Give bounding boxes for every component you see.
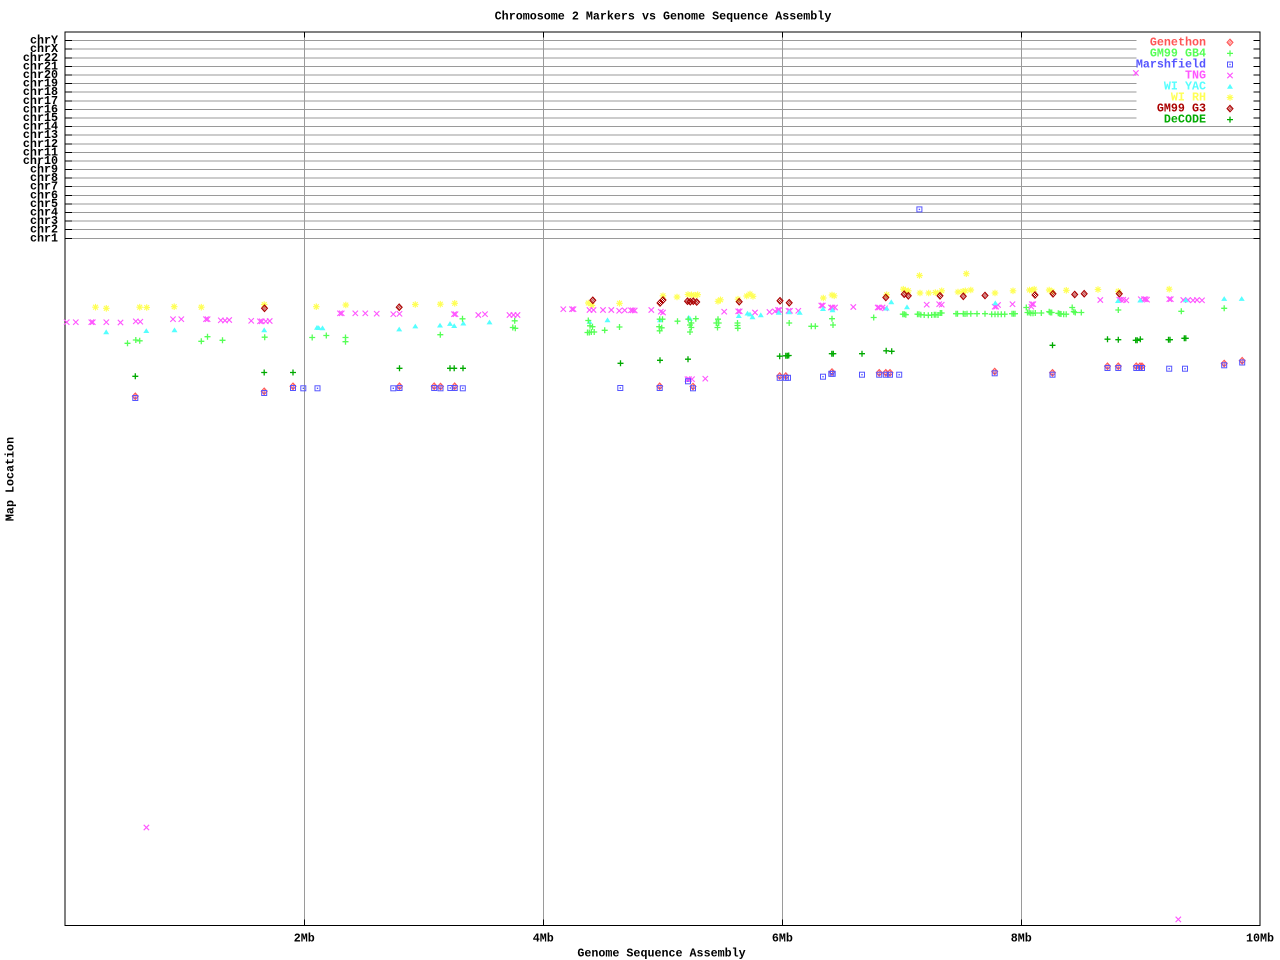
svg-text:chr10: chr10 bbox=[23, 154, 58, 168]
svg-text:chr3: chr3 bbox=[30, 214, 58, 228]
svg-text:chr21: chr21 bbox=[23, 59, 58, 73]
svg-text:8Mb: 8Mb bbox=[1011, 932, 1032, 946]
svg-text:chr20: chr20 bbox=[23, 68, 58, 82]
svg-text:Chromosome 2 Markers vs Genome: Chromosome 2 Markers vs Genome Sequence … bbox=[495, 10, 832, 24]
svg-text:chr18: chr18 bbox=[23, 85, 58, 99]
svg-text:chr19: chr19 bbox=[23, 77, 58, 91]
svg-text:chr11: chr11 bbox=[23, 145, 58, 159]
svg-text:chr22: chr22 bbox=[23, 51, 58, 65]
svg-text:chr1: chr1 bbox=[30, 231, 58, 245]
svg-text:chr8: chr8 bbox=[30, 171, 58, 185]
svg-text:chrX: chrX bbox=[30, 42, 59, 56]
svg-text:chr4: chr4 bbox=[30, 206, 58, 220]
svg-text:chr7: chr7 bbox=[30, 180, 58, 194]
svg-text:WI RH: WI RH bbox=[1171, 91, 1206, 105]
svg-text:GM99 G3: GM99 G3 bbox=[1157, 102, 1206, 116]
svg-text:4Mb: 4Mb bbox=[533, 932, 554, 946]
svg-text:2Mb: 2Mb bbox=[294, 932, 315, 946]
svg-text:WI YAC: WI YAC bbox=[1164, 80, 1206, 94]
svg-text:chr14: chr14 bbox=[23, 120, 58, 134]
svg-text:10Mb: 10Mb bbox=[1246, 932, 1274, 946]
svg-text:chr17: chr17 bbox=[23, 94, 58, 108]
svg-text:chr15: chr15 bbox=[23, 111, 58, 125]
svg-text:DeCODE: DeCODE bbox=[1164, 113, 1206, 127]
svg-text:Marshfield: Marshfield bbox=[1136, 58, 1206, 72]
svg-text:chr12: chr12 bbox=[23, 137, 58, 151]
svg-text:chr2: chr2 bbox=[30, 223, 58, 237]
svg-text:6Mb: 6Mb bbox=[772, 932, 793, 946]
svg-text:chr13: chr13 bbox=[23, 128, 58, 142]
svg-text:TNG: TNG bbox=[1185, 69, 1206, 83]
svg-text:Map Location: Map Location bbox=[4, 437, 18, 521]
svg-text:Genethon: Genethon bbox=[1150, 35, 1206, 49]
svg-text:chrY: chrY bbox=[30, 34, 58, 48]
svg-text:chr16: chr16 bbox=[23, 102, 58, 116]
svg-text:chr9: chr9 bbox=[30, 163, 58, 177]
svg-text:chr5: chr5 bbox=[30, 197, 58, 211]
svg-text:chr6: chr6 bbox=[30, 188, 58, 202]
svg-text:GM99 GB4: GM99 GB4 bbox=[1150, 46, 1206, 60]
svg-text:Genome Sequence Assembly: Genome Sequence Assembly bbox=[577, 947, 745, 960]
